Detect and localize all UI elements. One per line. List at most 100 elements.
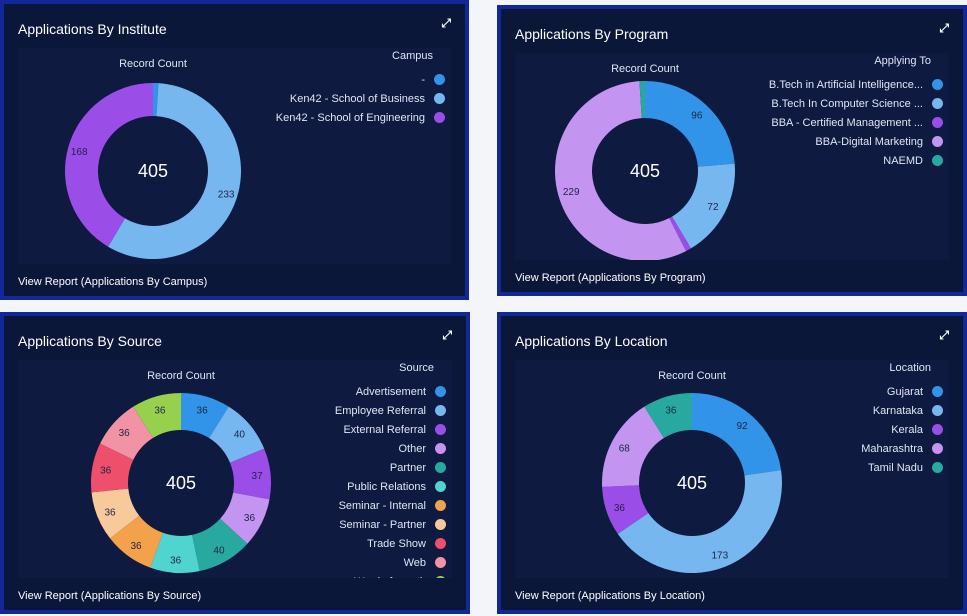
record-count-label: Record Count (119, 58, 187, 70)
legend-label: Gujarat (886, 385, 923, 398)
donut-slice[interactable] (602, 406, 664, 487)
slice-value-label: 36 (665, 405, 677, 416)
slice-value-label: 36 (614, 503, 626, 514)
slice-value-label: 36 (170, 555, 182, 566)
expand-icon[interactable]: ⤢ (939, 21, 949, 35)
legend-label: - (421, 73, 425, 86)
slice-value-label: 40 (213, 545, 225, 556)
expand-icon[interactable]: ⤢ (441, 16, 451, 30)
slice-value-label: 40 (234, 430, 246, 441)
legend-item[interactable]: Ken42 - School of Business (276, 89, 445, 108)
donut-slice[interactable] (645, 81, 735, 167)
legend-dot-icon (435, 481, 446, 492)
slice-value-label: 36 (119, 428, 131, 439)
donut-slice[interactable] (639, 81, 645, 119)
donut-slice[interactable] (617, 470, 782, 574)
legend-label: B.Tech in Artificial Intelligence... (768, 78, 923, 91)
dashboard-card: Applications By Institute ⤢ 233 168 405 Re… (0, 0, 469, 300)
donut-slice[interactable] (110, 515, 163, 568)
slice-value-label: 36 (244, 513, 256, 524)
legend-dot-icon (435, 386, 446, 397)
donut-slice[interactable] (555, 81, 687, 260)
legend-label: NAEMD (883, 154, 923, 167)
legend-dot-icon (932, 424, 943, 435)
donut-slice[interactable] (108, 83, 241, 259)
legend-dot-icon (435, 405, 446, 416)
legend-label: Employee Referral (334, 404, 426, 417)
legend-dot-icon (434, 74, 445, 85)
donut-slice[interactable] (133, 393, 181, 439)
legend-item[interactable]: Seminar - Partner (335, 515, 446, 534)
chart-area: 36 40 37 36 40 36 36 36 36 36 36 405 Record Count S… (18, 360, 452, 578)
slice-value-label: 72 (707, 202, 719, 213)
donut-chart: 233 168 405 (64, 83, 241, 259)
view-report-link[interactable]: View Report (Applications By Program) (515, 272, 706, 284)
dashboard-card: Applications By Program ⤢ 96 72 229 405 Rec… (497, 5, 967, 296)
view-report-link[interactable]: View Report (Applications By Campus) (18, 276, 208, 288)
legend-item[interactable]: Maharashtra (861, 439, 943, 458)
legend-item[interactable]: External Referral (335, 420, 446, 439)
legend-label: Ken42 - School of Business (289, 92, 425, 105)
dashboard-card: Applications By Location ⤢ 92 173 36 68 36 40… (497, 312, 967, 614)
legend-item[interactable]: Tamil Nadu (861, 458, 943, 477)
slice-value-label: 229 (563, 187, 580, 198)
donut-slice[interactable] (209, 406, 265, 463)
legend-dot-icon (435, 424, 446, 435)
legend-item[interactable]: Kerala (861, 420, 943, 439)
donut-slice[interactable] (181, 393, 229, 439)
legend-item[interactable]: Seminar - Internal (335, 496, 446, 515)
donut-slice[interactable] (220, 492, 270, 544)
dashboard-card: Applications By Source ⤢ 36 40 37 36 40 36 36 3… (0, 312, 470, 614)
donut-slice[interactable] (90, 443, 134, 493)
legend-item[interactable]: NAEMD (769, 151, 943, 170)
legend-item[interactable]: Partner (335, 458, 446, 477)
legend-item[interactable]: Ken42 - School of Engineering (276, 108, 445, 127)
donut-slice[interactable] (64, 83, 153, 247)
legend: Applying To B.Tech in Artificial Intelli… (769, 53, 943, 170)
legend-label: B.Tech In Computer Science ... (771, 97, 923, 110)
legend-item[interactable]: Web (335, 553, 446, 572)
record-count-label: Record Count (611, 63, 679, 75)
donut-chart: 36 40 37 36 40 36 36 36 36 36 36 405 (90, 393, 271, 573)
legend-item[interactable]: Gujarat (861, 382, 943, 401)
donut-slice[interactable] (692, 393, 782, 476)
slice-value-label: 36 (154, 405, 166, 416)
legend-title: Location (889, 362, 931, 374)
donut-slice[interactable] (644, 393, 692, 439)
legend-label: Ken42 - School of Engineering (275, 111, 425, 124)
donut-slice[interactable] (100, 406, 153, 460)
legend-item[interactable]: Advertisement (335, 382, 446, 401)
donut-slice[interactable] (672, 163, 735, 249)
view-report-link[interactable]: View Report (Applications By Location) (515, 590, 705, 602)
donut-slice[interactable] (602, 485, 649, 534)
expand-icon[interactable]: ⤢ (939, 328, 949, 342)
legend-item[interactable]: Karnataka (861, 401, 943, 420)
legend-dot-icon (435, 557, 446, 568)
legend-item[interactable]: B.Tech In Computer Science ... (769, 94, 943, 113)
slice-value-label: 233 (218, 190, 235, 201)
legend-item[interactable]: Employee Referral (335, 401, 446, 420)
legend-item[interactable]: BBA - Certified Management ... (769, 113, 943, 132)
donut-slice[interactable] (669, 216, 691, 252)
legend-dot-icon (434, 112, 445, 123)
legend-item[interactable]: Word of mouth (335, 572, 446, 578)
legend-item[interactable]: Trade Show (335, 534, 446, 553)
legend-item[interactable]: Public Relations (335, 477, 446, 496)
donut-slice[interactable] (229, 448, 271, 500)
legend-label: BBA-Digital Marketing (815, 135, 923, 148)
legend-dot-icon (435, 576, 446, 578)
expand-icon[interactable]: ⤢ (442, 328, 452, 342)
view-report-link[interactable]: View Report (Applications By Source) (18, 590, 202, 602)
legend-dot-icon (435, 462, 446, 473)
legend-item[interactable]: BBA-Digital Marketing (769, 132, 943, 151)
donut-slice[interactable] (91, 488, 140, 539)
legend-item[interactable]: B.Tech in Artificial Intelligence... (769, 75, 943, 94)
donut-slice[interactable] (150, 532, 200, 573)
legend-dot-icon (932, 98, 943, 109)
donut-slice[interactable] (153, 83, 159, 117)
legend-dot-icon (932, 136, 943, 147)
donut-slice[interactable] (192, 518, 248, 572)
legend-item[interactable]: Other (335, 439, 446, 458)
legend-item[interactable]: - (276, 70, 445, 89)
total-count: 405 (677, 473, 707, 493)
